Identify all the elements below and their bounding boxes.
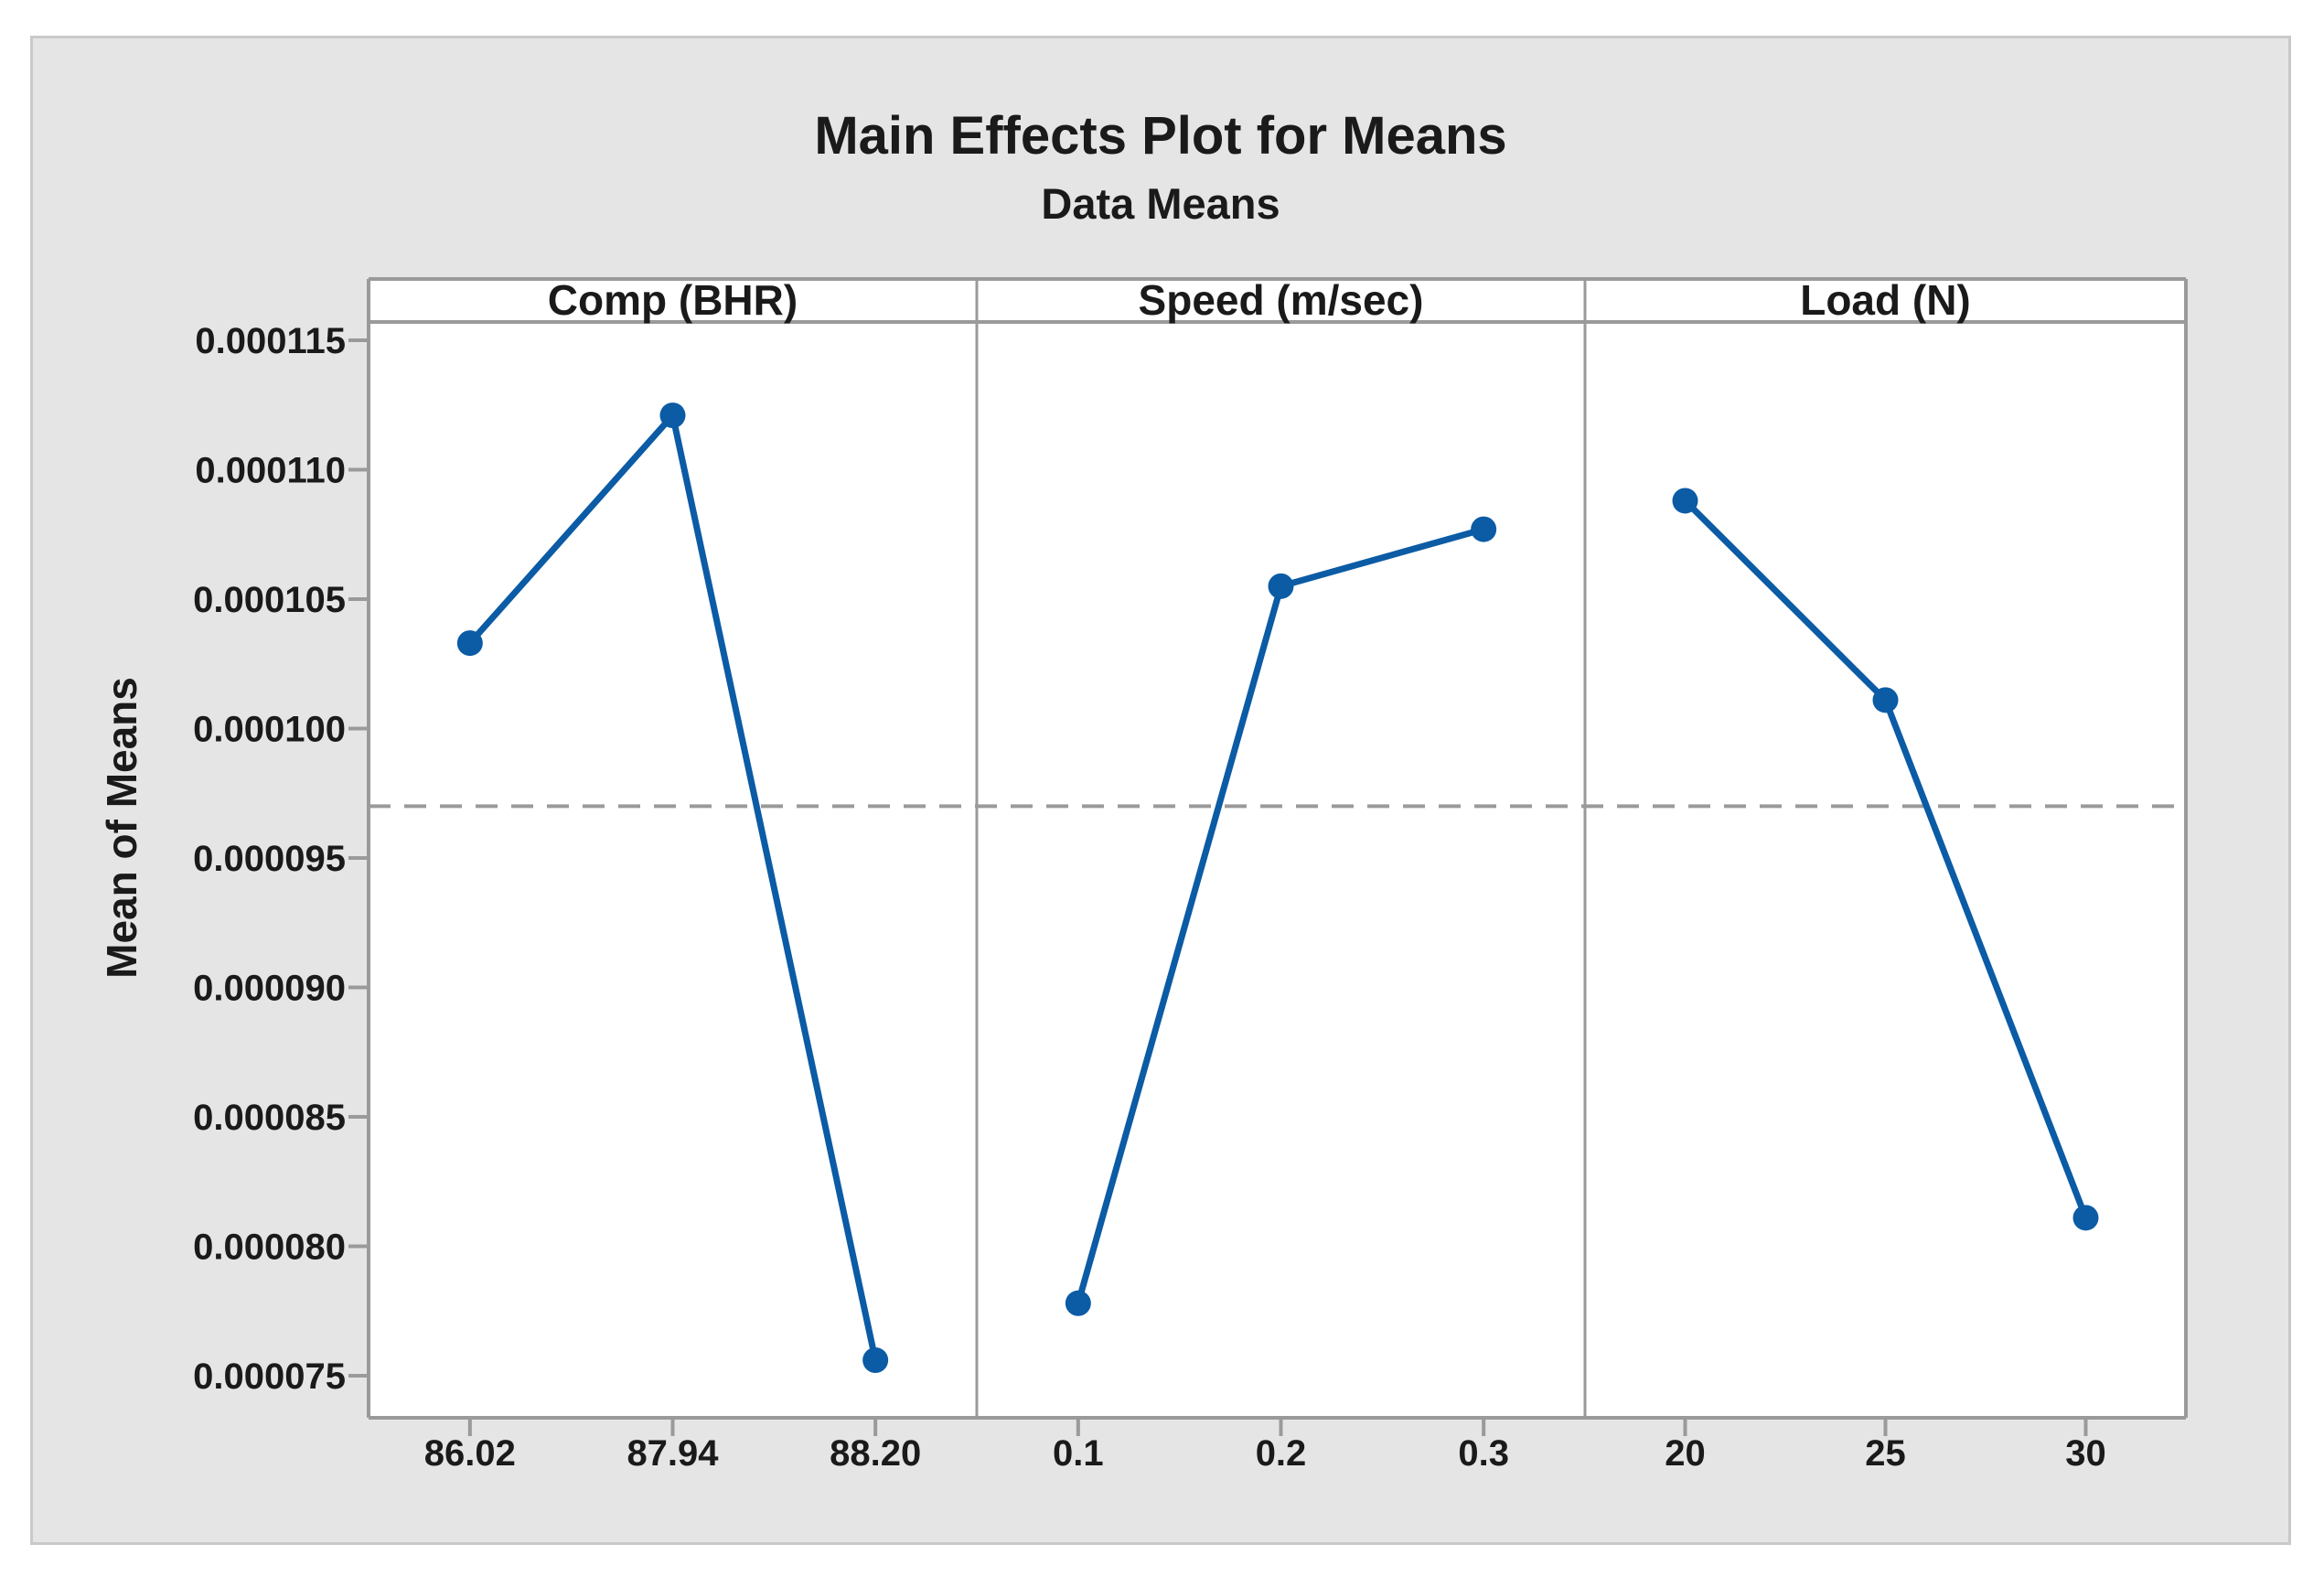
- y-tick-label: 0.000115: [195, 321, 346, 361]
- data-point: [659, 402, 686, 429]
- data-point: [1471, 516, 1497, 542]
- panel-header-label: Speed (m/sec): [1139, 276, 1424, 324]
- x-tick-label: 0.1: [1053, 1433, 1104, 1474]
- y-tick-label: 0.000075: [193, 1356, 346, 1397]
- data-point: [862, 1347, 889, 1374]
- x-tick-label: 86.02: [424, 1433, 516, 1474]
- x-tick-label: 0.2: [1256, 1433, 1307, 1474]
- y-tick-label: 0.000095: [193, 839, 346, 879]
- y-tick-label: 0.000080: [193, 1228, 346, 1268]
- x-tick-label: 88.20: [830, 1433, 921, 1474]
- data-point: [1872, 687, 1899, 713]
- panel-header-label: Comp (BHR): [548, 276, 798, 324]
- plot-area-background: [369, 279, 2186, 1418]
- data-point: [1672, 488, 1698, 514]
- x-tick-label: 0.3: [1458, 1433, 1509, 1474]
- chart-title: Main Effects Plot for Means: [814, 106, 1507, 166]
- data-point: [1065, 1290, 1091, 1316]
- y-tick-label: 0.000085: [193, 1098, 346, 1138]
- y-tick-label: 0.000100: [193, 710, 346, 750]
- chart-subtitle: Data Means: [1041, 179, 1280, 228]
- data-point: [2072, 1205, 2099, 1231]
- y-tick-label: 0.000110: [195, 451, 346, 491]
- x-tick-label: 20: [1665, 1433, 1706, 1474]
- y-tick-label: 0.000105: [193, 580, 346, 620]
- x-tick-label: 87.94: [627, 1433, 719, 1474]
- panel-header-label: Load (N): [1800, 276, 1971, 324]
- data-point: [1268, 573, 1294, 599]
- x-tick-label: 25: [1865, 1433, 1906, 1474]
- x-tick-label: 30: [2065, 1433, 2106, 1474]
- data-point: [456, 630, 483, 657]
- y-tick-label: 0.000090: [193, 969, 346, 1009]
